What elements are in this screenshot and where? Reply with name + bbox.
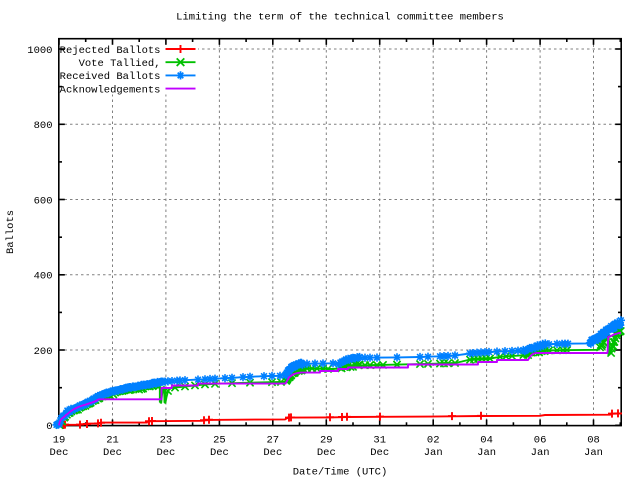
svg-text:Dec: Dec [263, 447, 282, 459]
svg-text:1000: 1000 [27, 45, 52, 57]
svg-text:19: 19 [53, 435, 66, 447]
svg-text:29: 29 [320, 435, 333, 447]
svg-text:21: 21 [106, 435, 119, 447]
svg-text:02: 02 [427, 435, 440, 447]
svg-text:Ballots: Ballots [5, 210, 17, 254]
svg-text:Jan: Jan [424, 447, 443, 459]
svg-text:200: 200 [34, 346, 53, 358]
svg-text:0: 0 [46, 421, 52, 433]
svg-text:Rejected Ballots: Rejected Ballots [60, 45, 161, 57]
svg-text:Date/Time (UTC): Date/Time (UTC) [293, 467, 388, 479]
svg-text:Jan: Jan [477, 447, 496, 459]
svg-text:Dec: Dec [156, 447, 175, 459]
svg-text:Jan: Jan [531, 447, 550, 459]
svg-text:31: 31 [373, 435, 386, 447]
svg-text:25: 25 [213, 435, 226, 447]
svg-text:Dec: Dec [50, 447, 69, 459]
svg-text:Dec: Dec [210, 447, 229, 459]
svg-text:23: 23 [160, 435, 173, 447]
svg-text:Vote Tallied,: Vote Tallied, [79, 58, 161, 70]
svg-text:400: 400 [34, 271, 53, 283]
svg-text:04: 04 [480, 435, 493, 447]
svg-text:Received Ballots: Received Ballots [60, 71, 161, 83]
svg-text:800: 800 [34, 120, 53, 132]
svg-text:600: 600 [34, 195, 53, 207]
svg-text:Dec: Dec [103, 447, 122, 459]
svg-text:Dec: Dec [317, 447, 336, 459]
svg-text:27: 27 [266, 435, 279, 447]
svg-text:Acknowledgements: Acknowledgements [60, 84, 161, 96]
svg-text:Dec: Dec [370, 447, 389, 459]
svg-text:06: 06 [534, 435, 547, 447]
svg-text:Limiting the term of the techn: Limiting the term of the technical commi… [176, 12, 504, 24]
svg-text:08: 08 [587, 435, 600, 447]
svg-text:Jan: Jan [584, 447, 603, 459]
